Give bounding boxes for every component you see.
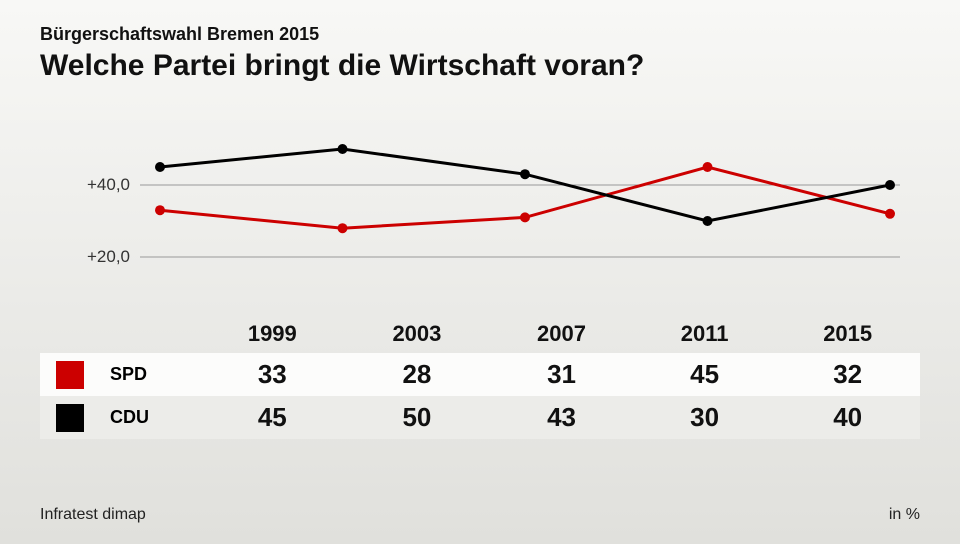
x-category-4: 2015 [775,321,920,353]
data-point [703,162,713,172]
data-point [520,169,530,179]
cell-spd-1999: 33 [200,353,345,396]
series-label-spd: SPD [100,353,200,396]
cell-cdu-2003: 50 [345,396,490,439]
data-point [703,216,713,226]
data-point [338,223,348,233]
cell-spd-2003: 28 [345,353,490,396]
data-point [885,180,895,190]
x-category-3: 2011 [634,321,776,353]
cell-cdu-2011: 30 [634,396,776,439]
table-row: SPD 33 28 31 45 32 [40,353,920,396]
data-point [155,162,165,172]
data-point [155,205,165,215]
chart-subtitle: Bürgerschaftswahl Bremen 2015 [40,24,920,45]
data-point [520,212,530,222]
data-point [338,144,348,154]
cell-cdu-1999: 45 [200,396,345,439]
chart-title: Welche Partei bringt die Wirtschaft vora… [40,49,920,83]
x-category-0: 1999 [200,321,345,353]
legend-swatch-cdu [56,404,84,432]
footer-unit: in % [889,506,920,524]
y-tick-label: +40,0 [87,175,130,194]
line-chart: +20,0 +40,0 [40,93,920,313]
cell-spd-2011: 45 [634,353,776,396]
cell-spd-2007: 31 [489,353,634,396]
table-row: CDU 45 50 43 30 40 [40,396,920,439]
cell-cdu-2015: 40 [775,396,920,439]
chart-svg: +20,0 +40,0 [40,93,920,313]
series-label-cdu: CDU [100,396,200,439]
footer-source: Infratest dimap [40,506,146,524]
x-category-1: 2003 [345,321,490,353]
y-tick-label: +20,0 [87,247,130,266]
cell-cdu-2007: 43 [489,396,634,439]
data-point [885,209,895,219]
cell-spd-2015: 32 [775,353,920,396]
legend-swatch-spd [56,361,84,389]
data-table: 1999 2003 2007 2011 2015 SPD 33 28 31 45… [40,321,920,439]
x-category-2: 2007 [489,321,634,353]
